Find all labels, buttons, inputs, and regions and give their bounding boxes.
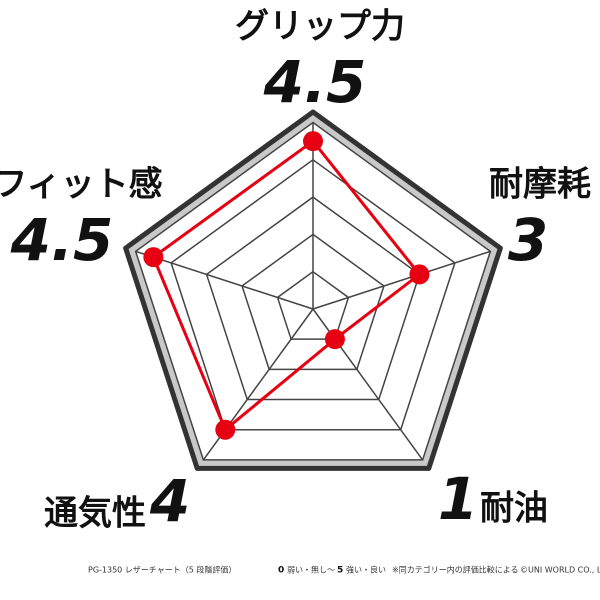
footnote-max: 5 xyxy=(337,566,343,576)
category-label: フィット感 xyxy=(0,165,163,205)
value-label: 3 xyxy=(508,206,548,274)
spoke xyxy=(312,250,491,310)
footnote-min: 0 xyxy=(278,566,284,576)
footnote: 強い・良い xyxy=(346,565,386,575)
value-label: 4 xyxy=(149,467,190,535)
category-label: 耐摩耗 xyxy=(489,165,591,205)
value-label: 1 xyxy=(438,465,478,533)
footnote: ©UNI WORLD CO., Ltd. xyxy=(520,566,600,575)
grid-ring xyxy=(134,121,492,461)
data-line xyxy=(151,139,422,433)
spoke xyxy=(135,250,314,310)
radar xyxy=(123,109,503,471)
footnote: 弱い・無し〜 xyxy=(287,565,335,575)
grid-ring xyxy=(170,158,456,431)
data-point xyxy=(303,131,323,152)
data-point xyxy=(324,329,345,350)
grid-ring xyxy=(205,196,421,401)
grid-ring xyxy=(241,233,385,371)
category-label: グリップ力 xyxy=(235,7,405,47)
value-label: 4.5 xyxy=(263,48,367,116)
footnote: ※同カテゴリー内の評価比較による xyxy=(392,565,518,575)
value-label: 4.5 xyxy=(10,206,114,274)
data-point xyxy=(143,247,164,268)
data-point xyxy=(409,264,430,285)
grid-ring xyxy=(276,270,350,340)
category-label: 通気性 xyxy=(44,494,146,534)
data-point xyxy=(215,419,236,440)
category-label: 耐油 xyxy=(480,489,548,529)
footnote: PG-1350 レザーチャート（5 段階評価） xyxy=(88,565,236,575)
